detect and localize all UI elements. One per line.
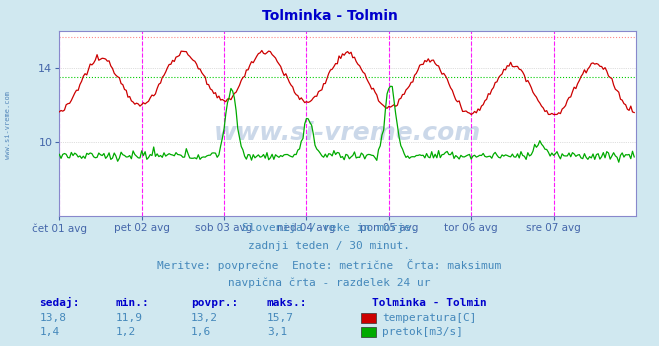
Text: 1,4: 1,4	[40, 327, 60, 337]
Text: pretok[m3/s]: pretok[m3/s]	[382, 327, 463, 337]
Text: www.si-vreme.com: www.si-vreme.com	[214, 121, 481, 145]
Text: navpična črta - razdelek 24 ur: navpična črta - razdelek 24 ur	[228, 277, 431, 288]
Text: Slovenija / reke in morje.: Slovenija / reke in morje.	[242, 223, 417, 233]
Text: 1,2: 1,2	[115, 327, 136, 337]
Text: 3,1: 3,1	[267, 327, 287, 337]
Text: 15,7: 15,7	[267, 313, 294, 323]
Text: 1,6: 1,6	[191, 327, 212, 337]
Text: 13,2: 13,2	[191, 313, 218, 323]
Text: sedaj:: sedaj:	[40, 297, 80, 308]
Text: zadnji teden / 30 minut.: zadnji teden / 30 minut.	[248, 241, 411, 251]
Text: Tolminka - Tolmin: Tolminka - Tolmin	[262, 9, 397, 22]
Text: maks.:: maks.:	[267, 298, 307, 308]
Text: www.si-vreme.com: www.si-vreme.com	[5, 91, 11, 158]
Text: temperatura[C]: temperatura[C]	[382, 313, 476, 323]
Text: 13,8: 13,8	[40, 313, 67, 323]
Text: Tolminka - Tolmin: Tolminka - Tolmin	[372, 298, 487, 308]
Text: 11,9: 11,9	[115, 313, 142, 323]
Text: povpr.:: povpr.:	[191, 298, 239, 308]
Text: Meritve: povprečne  Enote: metrične  Črta: maksimum: Meritve: povprečne Enote: metrične Črta:…	[158, 259, 501, 271]
Text: min.:: min.:	[115, 298, 149, 308]
